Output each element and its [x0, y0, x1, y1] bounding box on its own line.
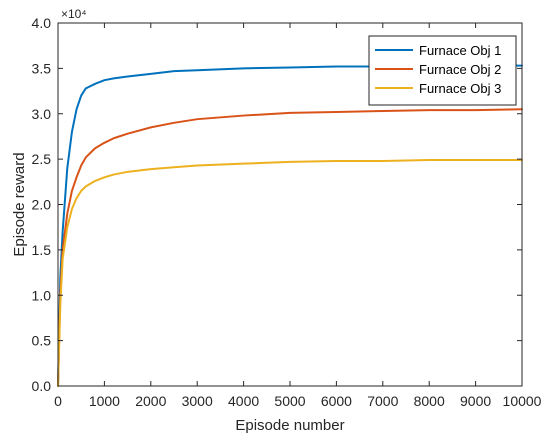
y-axis-title: Episode reward [11, 152, 28, 256]
series-line-1 [57, 64, 523, 387]
legend: Furnace Obj 1 Furnace Obj 2 Furnace Obj 3 [368, 35, 517, 106]
legend-label: Furnace Obj 3 [419, 81, 501, 96]
y-tick-label: 1.0 [32, 287, 52, 303]
x-tick-label: 9000 [460, 393, 491, 409]
y-tick-label: 4.0 [32, 15, 52, 31]
x-axis-title: Episode number [235, 417, 344, 434]
series-line-3 [57, 159, 523, 387]
y-tick-label: 3.0 [32, 106, 52, 122]
legend-label: Furnace Obj 2 [419, 62, 501, 77]
y-tick-label: 2.5 [32, 151, 52, 167]
series-line-2 [57, 108, 523, 387]
x-tick-label: 4000 [228, 393, 259, 409]
legend-label: Furnace Obj 1 [419, 43, 501, 58]
y-tick-label: 0.5 [32, 333, 52, 349]
y-tick-label: 3.5 [32, 60, 52, 76]
legend-box [368, 35, 517, 106]
x-tick-label: 2000 [135, 393, 166, 409]
y-tick-label: 1.5 [32, 242, 52, 258]
x-tick-label: 0 [54, 393, 62, 409]
x-tick-label: 10000 [503, 393, 542, 409]
x-tick-label: 5000 [274, 393, 305, 409]
x-tick-label: 3000 [182, 393, 213, 409]
x-tick-label: 6000 [321, 393, 352, 409]
ticks-layer: 0 1000 2000 3000 4000 5000 6000 7000 8000 9000 100… [32, 15, 542, 409]
y-tick-label: 0.0 [32, 378, 52, 394]
y-tick-label: 2.0 [32, 197, 52, 213]
y-multiplier-label: ×10⁴ [61, 7, 87, 21]
x-tick-label: 8000 [414, 393, 445, 409]
x-tick-label: 1000 [89, 393, 120, 409]
series-layer [57, 64, 523, 387]
x-tick-label: 7000 [367, 393, 398, 409]
